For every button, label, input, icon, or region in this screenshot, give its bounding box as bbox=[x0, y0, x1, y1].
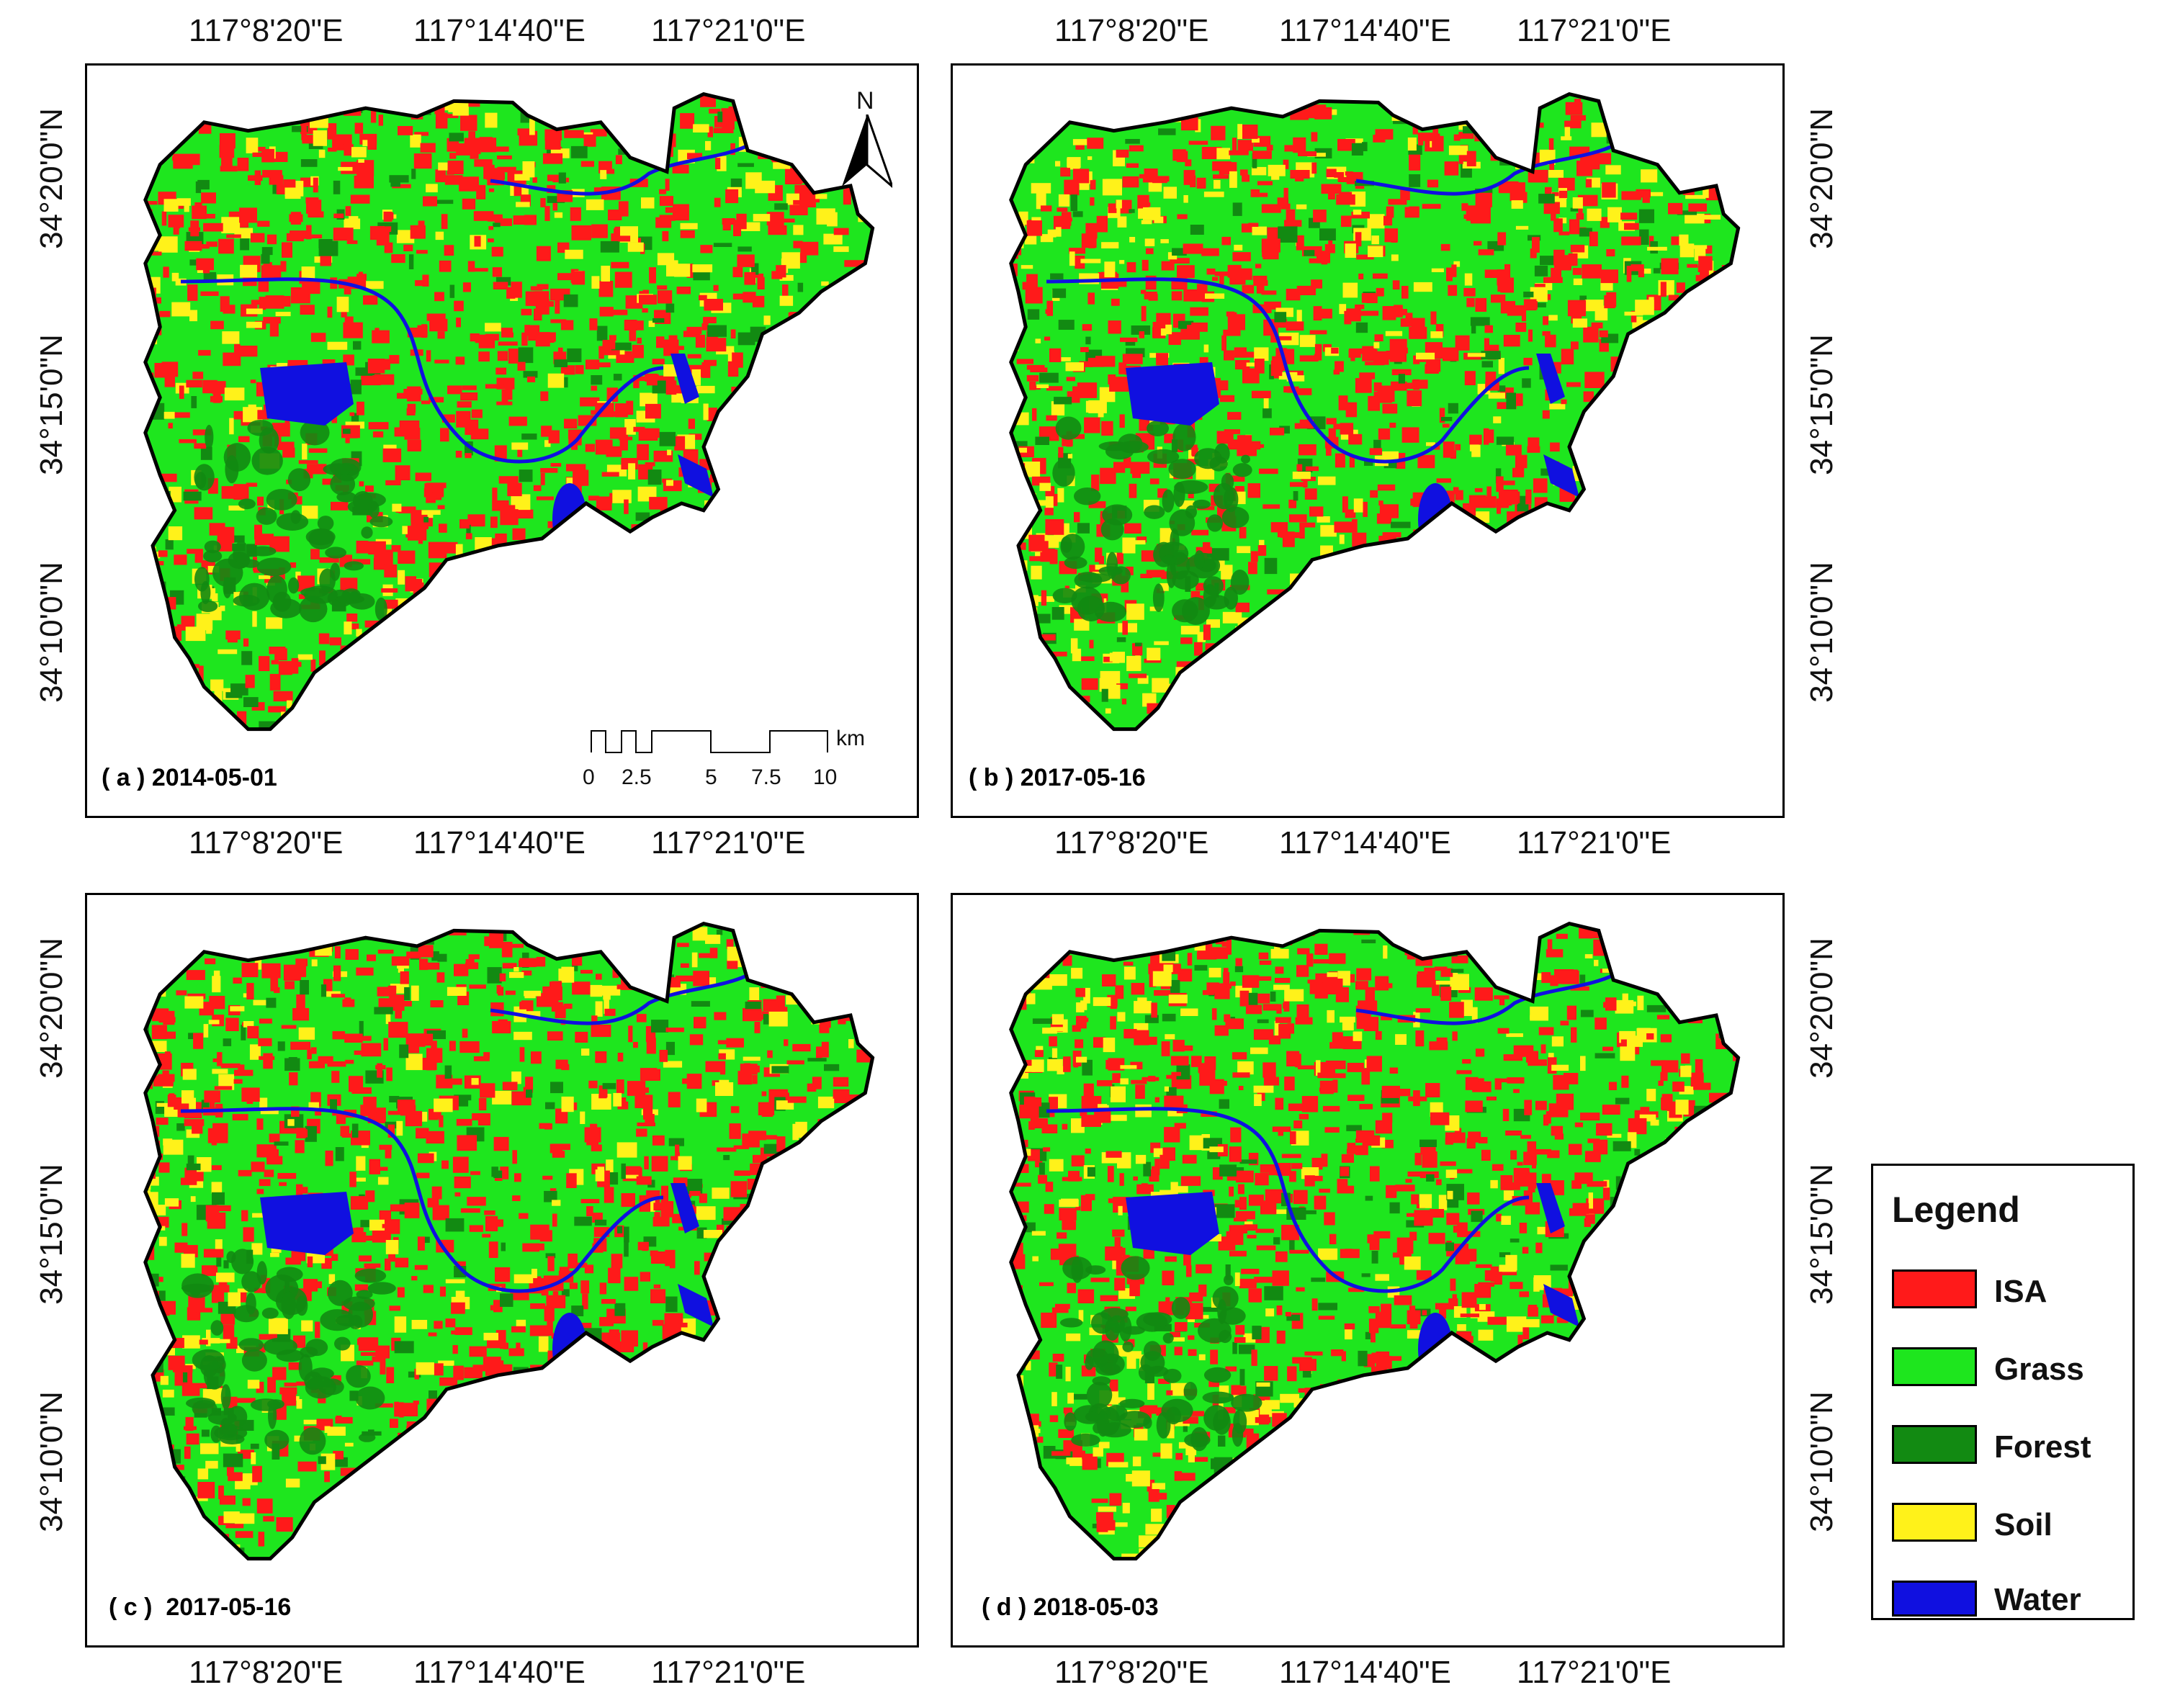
lon-label-bot-d-1: 117°8'20"E bbox=[1054, 1655, 1209, 1690]
lat-label-right-bot-3: 34°10'0"N bbox=[1804, 1391, 1839, 1532]
legend-label-isa: ISA bbox=[1994, 1274, 2047, 1309]
lon-label-mid-a-3: 117°21'0"E bbox=[651, 825, 806, 860]
lon-label-mid-b-1: 117°8'20"E bbox=[1054, 825, 1209, 860]
legend-swatch-water bbox=[1892, 1581, 1977, 1617]
lon-label-top-b-2: 117°14'40"E bbox=[1279, 13, 1451, 48]
scale-tick-4: 10 bbox=[813, 765, 838, 789]
scale-bar: km 0 2.5 5 7.5 10 bbox=[577, 727, 908, 806]
legend-item-water: Water bbox=[1892, 1581, 2122, 1619]
lat-label-left-top-1: 34°20'0"N bbox=[34, 108, 69, 249]
lon-label-bot-c-1: 117°8'20"E bbox=[189, 1655, 344, 1690]
scale-tick-0: 0 bbox=[583, 765, 595, 789]
legend-label-grass: Grass bbox=[1994, 1352, 2084, 1387]
lon-label-bot-c-3: 117°21'0"E bbox=[651, 1655, 806, 1690]
lat-label-left-bot-1: 34°20'0"N bbox=[34, 938, 69, 1079]
land-cover-map-d bbox=[1009, 921, 1741, 1561]
map-panel-a: ( a ) 2014-05-01 N km 0 2.5 5 7.5 10 bbox=[85, 63, 919, 818]
map-panel-c: ( c ) 2017-05-16 bbox=[85, 893, 919, 1648]
scale-tick-3: 7.5 bbox=[751, 765, 781, 789]
land-cover-map-c bbox=[143, 921, 875, 1561]
lon-label-top-b-1: 117°8'20"E bbox=[1054, 13, 1209, 48]
map-panel-b: ( b ) 2017-05-16 bbox=[951, 63, 1785, 818]
lon-label-bot-c-2: 117°14'40"E bbox=[413, 1655, 586, 1690]
legend-item-forest: Forest bbox=[1892, 1425, 2122, 1467]
lon-label-mid-a-1: 117°8'20"E bbox=[189, 825, 344, 860]
panel-caption-d: ( d ) 2018-05-03 bbox=[982, 1594, 1159, 1621]
legend-item-isa: ISA bbox=[1892, 1269, 2122, 1311]
north-arrow-icon bbox=[842, 114, 892, 188]
scale-tick-2: 5 bbox=[705, 765, 717, 789]
lon-label-mid-a-2: 117°14'40"E bbox=[413, 825, 586, 860]
lat-label-left-bot-2: 34°15'0"N bbox=[34, 1164, 69, 1305]
lon-label-top-a-2: 117°14'40"E bbox=[413, 13, 586, 48]
lat-label-right-bot-1: 34°20'0"N bbox=[1804, 938, 1839, 1079]
lon-label-top-a-3: 117°21'0"E bbox=[651, 13, 806, 48]
lat-label-right-top-3: 34°10'0"N bbox=[1804, 562, 1839, 703]
legend: Legend ISA Grass Forest Soil Water bbox=[1871, 1164, 2135, 1620]
scale-unit: km bbox=[836, 727, 865, 750]
lat-label-right-bot-2: 34°15'0"N bbox=[1804, 1164, 1839, 1305]
legend-swatch-isa bbox=[1892, 1269, 1977, 1308]
north-arrow: N bbox=[842, 87, 892, 188]
lon-label-bot-d-2: 117°14'40"E bbox=[1279, 1655, 1451, 1690]
legend-label-water: Water bbox=[1994, 1582, 2081, 1617]
legend-item-soil: Soil bbox=[1892, 1503, 2122, 1545]
lat-label-left-top-2: 34°15'0"N bbox=[34, 334, 69, 475]
panel-caption-c: ( c ) 2017-05-16 bbox=[109, 1594, 292, 1621]
lon-label-mid-b-3: 117°21'0"E bbox=[1517, 825, 1672, 860]
lon-label-top-a-1: 117°8'20"E bbox=[189, 13, 344, 48]
legend-swatch-grass bbox=[1892, 1347, 1977, 1386]
panel-caption-a: ( a ) 2014-05-01 bbox=[102, 764, 277, 791]
lat-label-left-bot-3: 34°10'0"N bbox=[34, 1391, 69, 1532]
land-cover-map-a bbox=[143, 91, 875, 732]
lon-label-mid-b-2: 117°14'40"E bbox=[1279, 825, 1451, 860]
scale-tick-1: 2.5 bbox=[622, 765, 652, 789]
lon-label-bot-d-3: 117°21'0"E bbox=[1517, 1655, 1672, 1690]
lon-label-top-b-3: 117°21'0"E bbox=[1517, 13, 1672, 48]
lat-label-right-top-2: 34°15'0"N bbox=[1804, 334, 1839, 475]
legend-item-grass: Grass bbox=[1892, 1347, 2122, 1389]
map-panel-d: ( d ) 2018-05-03 bbox=[951, 893, 1785, 1648]
legend-title: Legend bbox=[1892, 1190, 2020, 1230]
lat-label-right-top-1: 34°20'0"N bbox=[1804, 108, 1839, 249]
scale-bar-graphic bbox=[591, 730, 828, 753]
north-arrow-label: N bbox=[856, 87, 874, 114]
panel-caption-b: ( b ) 2017-05-16 bbox=[969, 764, 1146, 791]
lat-label-left-top-3: 34°10'0"N bbox=[34, 562, 69, 703]
legend-swatch-forest bbox=[1892, 1425, 1977, 1464]
legend-label-forest: Forest bbox=[1994, 1429, 2091, 1465]
land-cover-map-b bbox=[1009, 91, 1741, 732]
legend-swatch-soil bbox=[1892, 1503, 1977, 1542]
legend-label-soil: Soil bbox=[1994, 1507, 2053, 1542]
